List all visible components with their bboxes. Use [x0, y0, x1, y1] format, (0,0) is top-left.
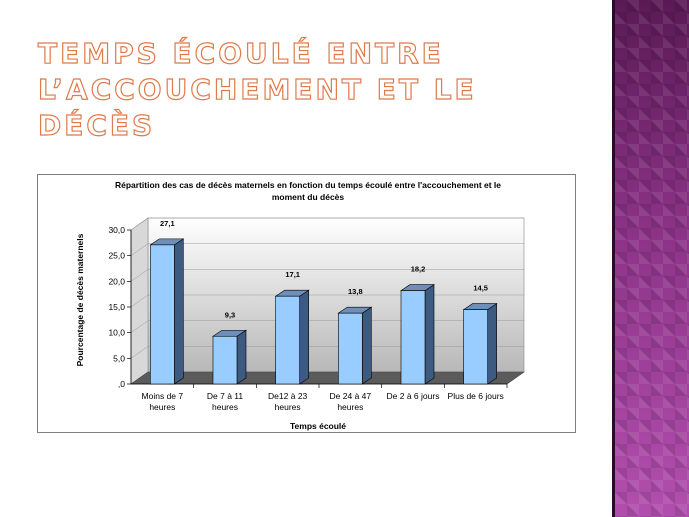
bar [275, 295, 300, 385]
data-label: 17,1 [285, 270, 300, 279]
slide-title-line-2: l’accouchement et le décès [37, 72, 477, 142]
y-tick-label: 5,0 [113, 353, 125, 363]
y-tick-label: 10,0 [108, 328, 125, 338]
x-tick-label: heures [337, 402, 363, 412]
x-axis-label: Temps écoulé [290, 421, 346, 431]
x-tick-label: De 7 à 11 [207, 391, 244, 401]
x-tick-label: De 2 à 6 jours [387, 391, 440, 401]
bar [400, 290, 426, 385]
x-tick-label: De12 à 23 [268, 391, 307, 401]
gridline-side [130, 269, 149, 282]
bar-side [174, 238, 184, 385]
gridline-side [130, 217, 149, 231]
gridline-side [130, 346, 149, 359]
slide-title-line-1: Temps écoulé entre [37, 36, 444, 70]
bar [150, 244, 175, 385]
data-label: 14,5 [473, 284, 488, 293]
gridline-side [130, 243, 149, 256]
bar-side [299, 289, 309, 385]
x-tick-label: heures [149, 402, 175, 412]
bar-chart: Répartition des cas de décès maternels e… [75, 180, 525, 431]
gridline-side [130, 294, 149, 308]
chart-title-line-2: moment du décès [272, 192, 345, 202]
data-label: 13,8 [348, 287, 363, 296]
decorative-side-band [612, 0, 689, 517]
bar-side [362, 306, 372, 385]
slide-title: Temps écoulé entre l’accouchement et le … [37, 36, 598, 144]
x-tick-label: Moins de 7 [142, 391, 184, 401]
y-tick-label: 25,0 [108, 251, 125, 261]
bar-side [236, 329, 247, 385]
y-tick-label: 20,0 [108, 276, 125, 286]
data-label: 9,3 [225, 310, 235, 319]
x-tick-label: De 24 à 47 [330, 391, 372, 401]
bar [212, 335, 238, 385]
bar [338, 312, 363, 385]
data-label: 27,1 [160, 219, 175, 228]
chart-frame: Répartition des cas de décès maternels e… [37, 174, 576, 433]
chart-title-line-1: Répartition des cas de décès maternels e… [115, 180, 501, 190]
x-tick-label: heures [275, 402, 301, 412]
x-tick-label: Plus de 6 jours [448, 391, 504, 401]
bar-side [424, 284, 435, 385]
data-label: 18,2 [411, 265, 426, 274]
bar-side [487, 303, 497, 385]
x-tick-label: heures [212, 402, 238, 412]
y-tick-label: ,0 [118, 379, 125, 389]
y-tick-label: 30,0 [108, 225, 125, 235]
y-tick-label: 15,0 [108, 302, 125, 312]
y-axis-label: Pourcentage de décès maternels [75, 233, 85, 366]
bar [463, 309, 488, 385]
gridline-side [130, 320, 149, 333]
